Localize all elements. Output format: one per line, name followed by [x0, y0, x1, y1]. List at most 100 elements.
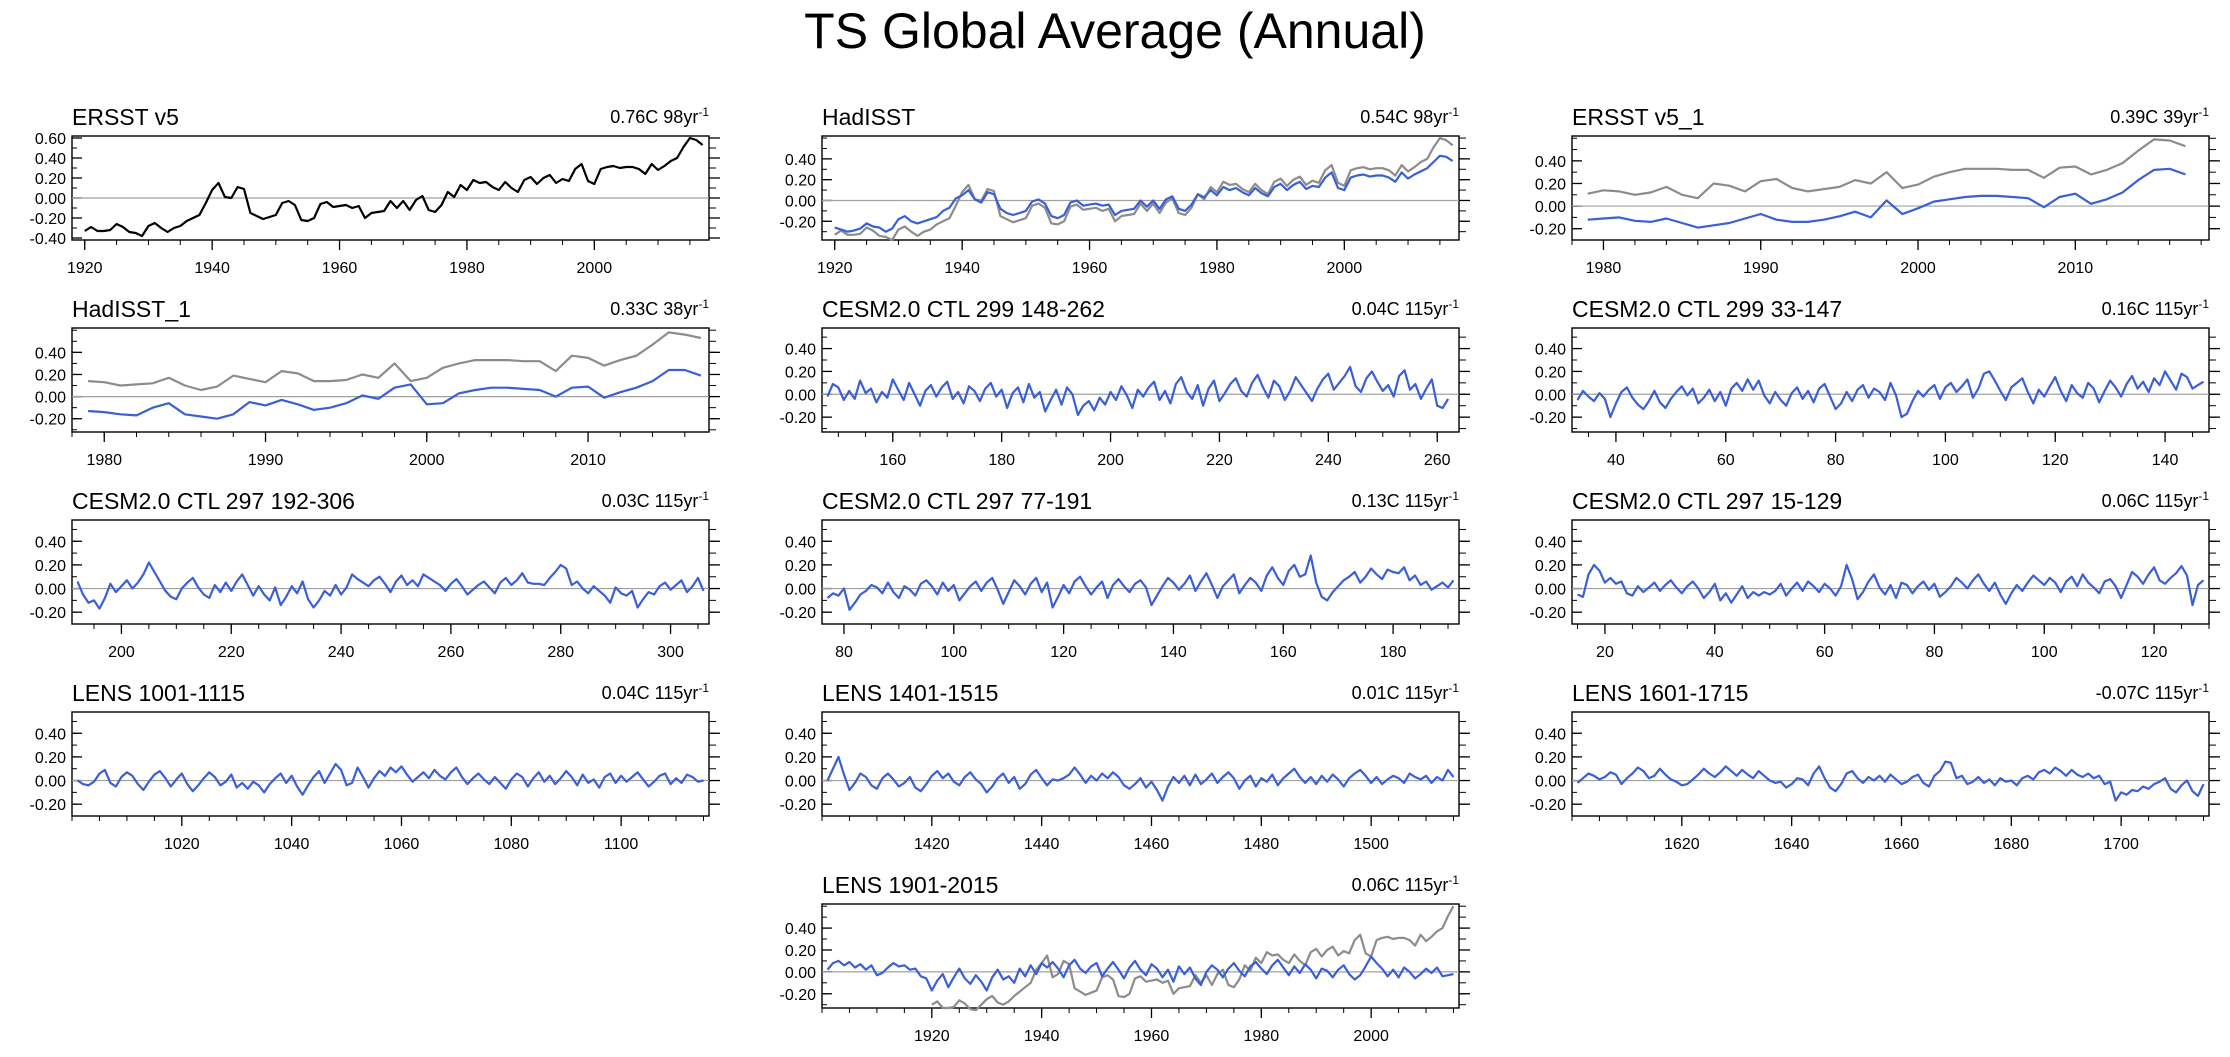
- x-tick-label: 1440: [1024, 836, 1060, 853]
- y-tick-label: 0.40: [785, 152, 816, 169]
- x-tick-label: 1940: [194, 260, 230, 277]
- panel-stat: 0.06C 115yr-1: [2102, 489, 2210, 511]
- y-tick-label: 0.40: [35, 345, 66, 362]
- x-tick-label: 300: [657, 644, 684, 661]
- x-tick-label: 80: [1926, 644, 1944, 661]
- y-tick-label: 0.20: [1535, 750, 1566, 767]
- panel-stat: 0.39C 39yr-1: [2110, 105, 2209, 127]
- x-tick-label: 1680: [1994, 836, 2030, 853]
- x-tick-label: 1980: [1199, 260, 1235, 277]
- x-tick-label: 1960: [1134, 1028, 1170, 1045]
- plot-frame: [821, 135, 1460, 241]
- plot-frame: [71, 327, 710, 433]
- y-tick-label: 0.20: [35, 750, 66, 767]
- panel-title: HadISST_1: [72, 296, 191, 322]
- plot-frame: [821, 903, 1460, 1009]
- y-tick-label: -0.20: [780, 987, 817, 1004]
- y-tick-label: 0.20: [35, 367, 66, 384]
- y-tick-label: 0.40: [1535, 154, 1566, 171]
- panel-stat: 0.06C 115yr-1: [1352, 873, 1460, 895]
- y-tick-label: 0.00: [1535, 582, 1566, 599]
- x-tick-label: 1040: [274, 836, 310, 853]
- y-tick-label: 0.00: [785, 193, 816, 210]
- y-tick-label: -0.20: [780, 410, 817, 427]
- panel-title: CESM2.0 CTL 299 33-147: [1572, 296, 1842, 322]
- y-tick-label: 0.20: [785, 750, 816, 767]
- y-tick-label: 0.20: [1535, 364, 1566, 381]
- x-tick-label: 1980: [86, 452, 122, 469]
- x-tick-label: 1660: [1884, 836, 1920, 853]
- x-tick-label: 1020: [164, 836, 200, 853]
- series-line-cesm2-0-ctl-297-77-191: [826, 554, 1455, 611]
- y-tick-label: 0.00: [785, 965, 816, 982]
- y-tick-label: -0.20: [780, 797, 817, 814]
- x-tick-label: 2000: [1353, 1028, 1389, 1045]
- series-line-ersst-v5-1: [1587, 167, 2186, 229]
- panel-title: ERSST v5: [72, 104, 179, 130]
- x-tick-label: 1940: [1024, 1028, 1060, 1045]
- panel-ersst-v5-1: ERSST v5_1 0.39C 39yr-1 -0.20 0.00 0.20 0.40 1…: [1530, 104, 2220, 277]
- x-tick-label: 180: [988, 452, 1015, 469]
- y-tick-label: -0.20: [1530, 410, 1567, 427]
- y-tick-label: 0.20: [785, 173, 816, 190]
- y-tick-label: -0.20: [780, 605, 817, 622]
- panel-title: HadISST: [822, 104, 915, 130]
- series-line-observations: [1587, 138, 2186, 200]
- x-tick-label: 260: [1424, 452, 1451, 469]
- panel-stat: 0.04C 115yr-1: [1352, 297, 1460, 319]
- y-tick-label: -0.40: [30, 231, 67, 248]
- panel-stat: 0.13C 115yr-1: [1352, 489, 1460, 511]
- panel-title: LENS 1401-1515: [822, 680, 998, 706]
- y-tick-label: -0.20: [30, 797, 67, 814]
- panel-cesm2-0-ctl-297-15-129: CESM2.0 CTL 297 15-129 0.06C 115yr-1 -0.20…: [1530, 488, 2220, 661]
- series-line-cesm2-0-ctl-299-148-262: [826, 365, 1450, 416]
- y-tick-label: 0.20: [785, 364, 816, 381]
- x-tick-label: 1080: [494, 836, 530, 853]
- y-tick-label: 0.40: [785, 342, 816, 359]
- panel-title: LENS 1601-1715: [1572, 680, 1748, 706]
- y-tick-label: 0.00: [785, 582, 816, 599]
- series-line-observations: [834, 137, 1454, 242]
- panel-title: CESM2.0 CTL 297 192-306: [72, 488, 355, 514]
- series-line-lens-1001-1115: [76, 762, 704, 796]
- x-tick-label: 1700: [2103, 836, 2139, 853]
- y-tick-label: 0.00: [35, 774, 66, 791]
- panel-hadisst-1: HadISST_1 0.33C 38yr-1 -0.20 0.00 0.20 0.40 19…: [30, 296, 720, 469]
- y-tick-label: -0.20: [1530, 605, 1567, 622]
- x-tick-label: 2000: [409, 452, 445, 469]
- x-tick-label: 2010: [570, 452, 606, 469]
- x-tick-label: 2010: [2058, 260, 2094, 277]
- y-tick-label: -0.20: [1530, 222, 1567, 239]
- y-tick-label: 0.00: [35, 582, 66, 599]
- x-tick-label: 80: [835, 644, 853, 661]
- x-tick-label: 1100: [604, 836, 639, 853]
- y-tick-label: 0.40: [35, 534, 66, 551]
- plot-frame: [1571, 519, 2210, 625]
- panel-stat: -0.07C 115yr-1: [2096, 681, 2210, 703]
- y-tick-label: -0.20: [30, 605, 67, 622]
- x-tick-label: 2000: [1327, 260, 1363, 277]
- x-tick-label: 1990: [1743, 260, 1779, 277]
- series-line-cesm2-0-ctl-297-192-306: [76, 561, 705, 610]
- y-tick-label: 0.00: [35, 390, 66, 407]
- y-tick-label: 0.20: [1535, 176, 1566, 193]
- x-tick-label: 1960: [1072, 260, 1108, 277]
- y-tick-label: 0.40: [35, 151, 66, 168]
- x-tick-label: 120: [2141, 644, 2168, 661]
- y-tick-label: -0.20: [30, 412, 67, 429]
- x-tick-label: 100: [1932, 452, 1959, 469]
- x-tick-label: 1980: [449, 260, 485, 277]
- y-tick-label: 0.40: [1535, 726, 1566, 743]
- panel-ersst-v5: ERSST v5 0.76C 98yr-1 -0.40 -0.20 0.00 0.20 0.…: [30, 104, 720, 277]
- x-tick-label: 240: [328, 644, 355, 661]
- panel-cesm2-0-ctl-299-33-147: CESM2.0 CTL 299 33-147 0.16C 115yr-1 -0.20…: [1530, 296, 2220, 469]
- y-tick-label: 0.40: [785, 726, 816, 743]
- panel-title: CESM2.0 CTL 299 148-262: [822, 296, 1105, 322]
- x-tick-label: 1620: [1664, 836, 1700, 853]
- y-tick-label: 0.40: [35, 726, 66, 743]
- panel-lens-1001-1115: LENS 1001-1115 0.04C 115yr-1 -0.20 0.00 0.20…: [30, 680, 720, 853]
- plot-frame: [821, 519, 1460, 625]
- plot-frame: [71, 135, 710, 241]
- x-tick-label: 1940: [944, 260, 980, 277]
- y-tick-label: 0.40: [1535, 342, 1566, 359]
